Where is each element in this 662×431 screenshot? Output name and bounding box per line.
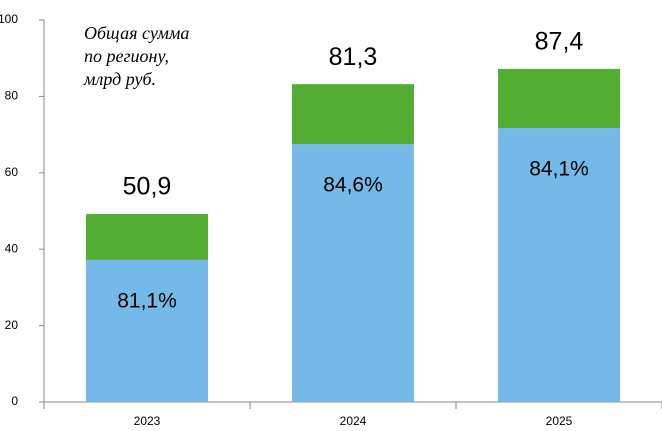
share-label: 84,6%	[323, 174, 383, 197]
y-tick-label: 80	[5, 89, 19, 103]
y-tick-label: 100	[0, 12, 18, 26]
bar-segment	[498, 128, 620, 402]
y-tick-label: 20	[5, 318, 19, 332]
annotation: млрд руб.	[83, 69, 156, 89]
x-tick-label: 2023	[134, 414, 161, 428]
bar-segment	[292, 84, 414, 145]
y-tick-label: 0	[11, 394, 18, 408]
annotation: Общая сумма	[84, 23, 189, 43]
x-tick-label: 2025	[546, 414, 573, 428]
x-tick-label: 2024	[340, 414, 367, 428]
total-label: 50,9	[123, 173, 172, 201]
y-tick-label: 60	[5, 165, 19, 179]
bar-segment	[498, 68, 620, 129]
bar-segment	[86, 214, 208, 260]
y-tick-label: 40	[5, 241, 19, 255]
share-label: 84,1%	[529, 158, 589, 181]
bar-segment	[292, 144, 414, 402]
total-label: 87,4	[535, 28, 584, 56]
annotation: по региону,	[84, 46, 169, 66]
share-label: 81,1%	[117, 289, 177, 312]
total-label: 81,3	[329, 43, 378, 71]
bar-segment	[86, 259, 208, 402]
